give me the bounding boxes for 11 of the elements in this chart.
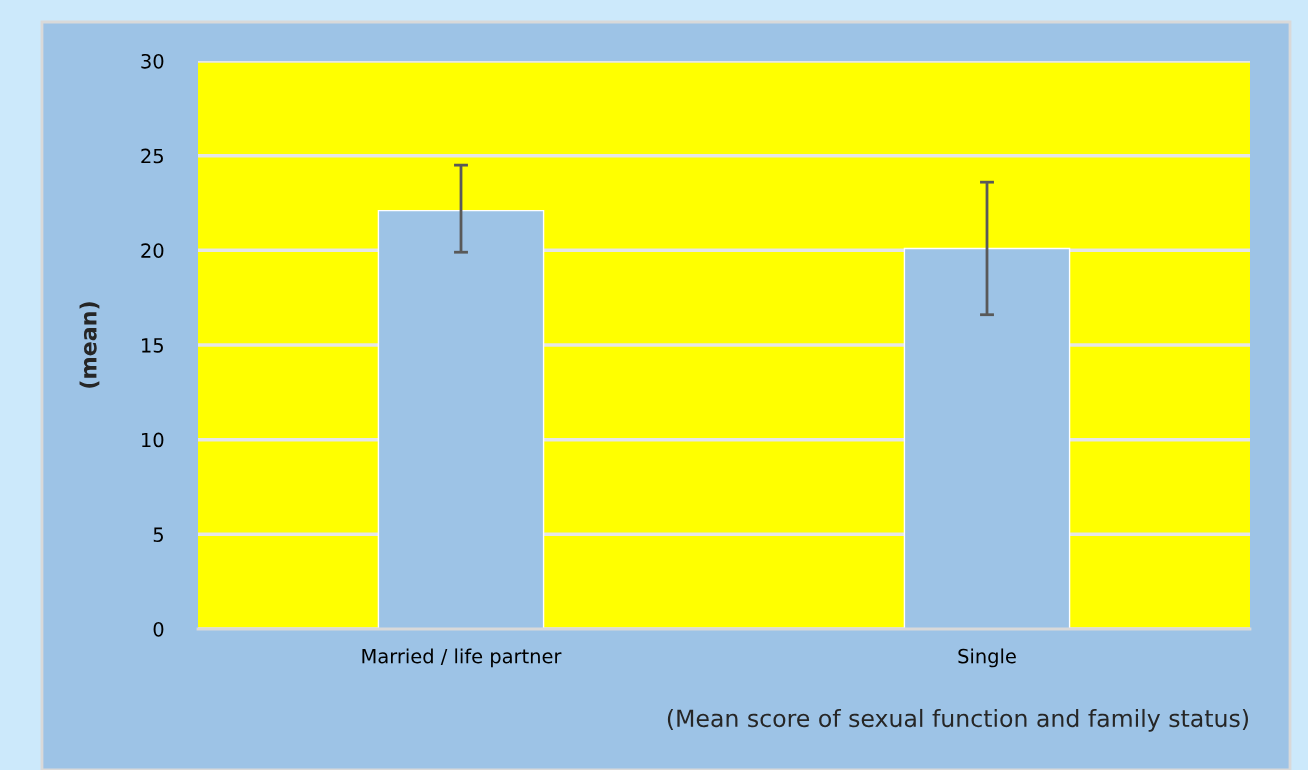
y-tick-label: 20 (141, 243, 164, 258)
x-tick-label: Single (958, 648, 1016, 668)
y-tick-label: 15 (142, 338, 163, 353)
x-axis-title: (Mean score of sexual function and family status) (667, 708, 1248, 732)
y-tick-label: 30 (141, 53, 164, 69)
x-tick-label: Married / life partner (362, 648, 562, 668)
y-axis-title: (mean) (79, 302, 100, 388)
y-tick-label: 25 (141, 148, 163, 164)
y-tick-label: 0 (153, 621, 164, 637)
y-tick-label: 10 (142, 432, 164, 448)
y-tick-label: 5 (153, 527, 163, 542)
